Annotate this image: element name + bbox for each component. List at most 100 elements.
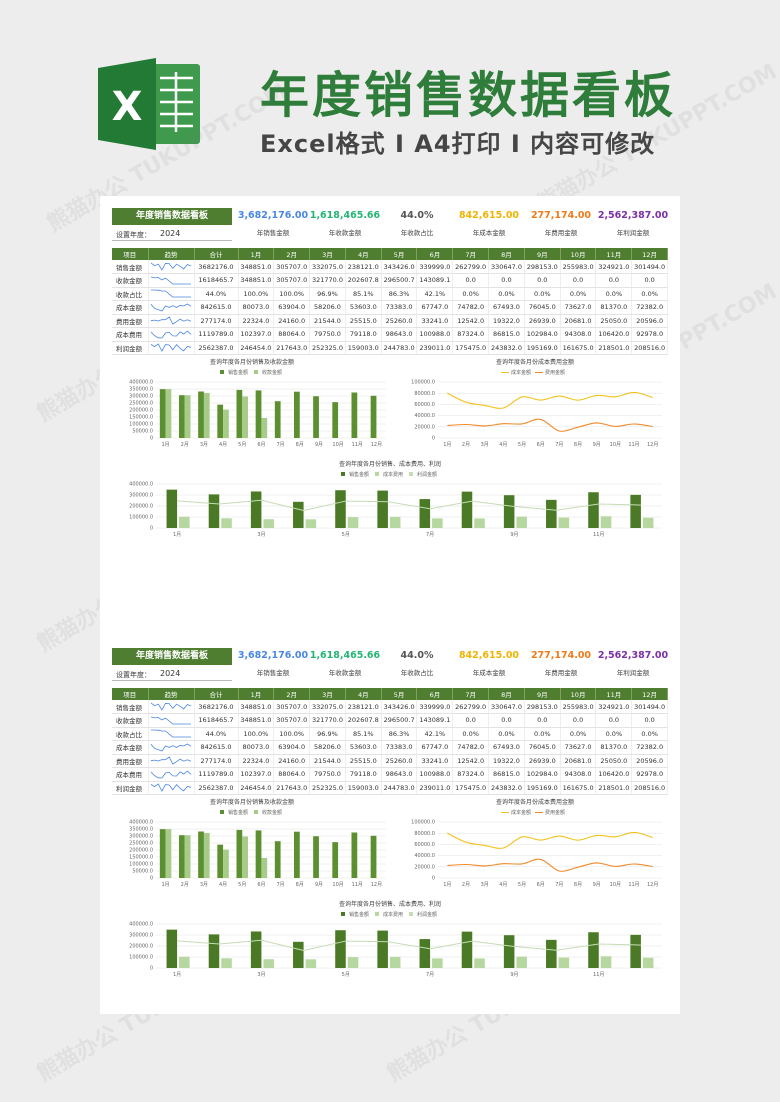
legend-label: 成本费用 [383,911,403,918]
table-row: 成本费用 1119789.0 102397.0 88064.0 79750.0 79118… [112,767,669,782]
month-cell: 0.0 [595,273,633,288]
x-tick-label: 9月 [593,442,601,448]
y-tick-label: 100000.0 [129,515,153,521]
month-cell: 96.9% [309,287,346,301]
bar [159,389,166,438]
x-tick-label: 3月 [200,442,208,448]
kpi-label: 年销售金额 [256,229,290,237]
month-cell: 33241.0 [416,314,454,328]
month-cell: 321770.0 [309,273,346,288]
y-tick-label: 300000.0 [129,493,153,499]
bar [588,492,599,528]
month-cell: 87324.0 [452,767,490,782]
trend-sparkline [151,729,191,738]
bar [250,931,262,968]
kpi-label: 年销售金额 [256,669,290,677]
x-tick-label: 11月 [352,882,363,888]
month-cell: 76045.0 [524,740,561,755]
year-input[interactable]: 2024 [160,669,181,678]
y-tick-label: 20000.0 [414,424,435,430]
sparkline-trend-line [150,716,191,725]
month-cell: 92978.0 [631,327,669,342]
month-cell: 88064.0 [273,327,311,342]
x-tick-label: 12月 [371,442,382,448]
month-cell: 208516.0 [631,781,669,795]
month-cell: 0.0% [631,727,669,741]
x-tick-label: 4月 [219,442,227,448]
month-cell: 81370.0 [595,740,633,755]
x-tick-label: 3月 [200,882,208,888]
year-input[interactable]: 2024 [160,229,181,238]
profit-line [177,939,641,952]
month-cell: 0.0 [631,273,669,288]
kpi-label: 年费用金额 [544,229,578,237]
bar [293,501,304,528]
month-cell: 0.0 [488,713,525,728]
month-cell: 22324.0 [238,314,275,328]
month-cell: 339999.0 [416,700,454,714]
y-tick-label: 350000.0 [129,387,153,393]
bar [203,832,210,878]
panel-title: 年度销售数据看板 [112,648,232,665]
x-tick-label: 6月 [257,442,265,448]
trend-cell [148,300,195,315]
column-header: 6月 [416,248,454,260]
month-cell: 79118.0 [345,327,382,342]
kpi-value: 3,682,176.00 [237,650,309,661]
bar [217,844,224,878]
kpi-value: 277,174.00 [530,210,592,221]
x-tick-label: 8月 [296,442,304,448]
column-header: 10月 [560,248,597,260]
column-header: 3月 [309,688,346,700]
month-cell: 80073.0 [238,300,275,315]
month-cell: 79750.0 [309,327,346,342]
month-cell: 21544.0 [309,754,346,768]
month-cell: 20596.0 [631,754,669,768]
kpi-receipts: 1,618,465.66 年收款金额 [308,650,382,677]
kpi-receipts: 1,618,465.66 年收款金额 [308,210,382,237]
month-cell: 217643.0 [273,781,311,795]
y-tick-label: 0 [432,876,435,882]
bar [600,956,612,968]
kpi-cost: 842,615.00 年成本金额 [452,210,526,237]
trend-cell [148,260,195,274]
bar [377,930,388,968]
bar [198,391,204,438]
total-cell: 277174.0 [194,754,239,768]
bar [223,849,229,878]
bar [474,518,485,528]
bar [305,519,317,528]
month-cell: 238121.0 [345,260,382,274]
y-tick-label: 250000.0 [129,841,153,847]
x-tick-label: 3月 [481,442,489,448]
month-cell: 94308.0 [560,327,597,342]
month-cell: 74782.0 [452,300,490,315]
column-header: 5月 [381,248,418,260]
x-tick-label: 3月 [257,532,265,538]
month-cell: 246454.0 [238,341,275,355]
column-header: 合计 [194,688,239,700]
month-cell: 25050.0 [595,754,633,768]
legend-swatch [220,370,224,374]
row-label: 成本费用 [112,327,149,342]
spreadsheet-page: 年度销售数据看板 设置年度： 2024 3,682,176.00 年销售金额 1… [100,196,680,1014]
kpi-label: 年费用金额 [544,669,578,677]
x-tick-label: 10月 [332,442,343,448]
month-cell: 218501.0 [595,781,633,795]
column-header: 1月 [238,688,275,700]
bar [294,831,300,878]
x-tick-label: 11月 [628,442,639,448]
trend-sparkline [150,343,192,353]
month-cell: 102984.0 [524,327,561,342]
month-cell: 19322.0 [488,754,525,768]
table-row: 费用金额 277174.0 22324.0 24160.0 21544.0 25515.0… [112,314,669,328]
month-cell: 19322.0 [488,314,525,328]
month-cell: 81370.0 [595,300,633,315]
bar [203,392,210,438]
bar [165,829,172,878]
month-cell: 343426.0 [381,700,418,714]
month-cell: 348851.0 [238,273,275,288]
